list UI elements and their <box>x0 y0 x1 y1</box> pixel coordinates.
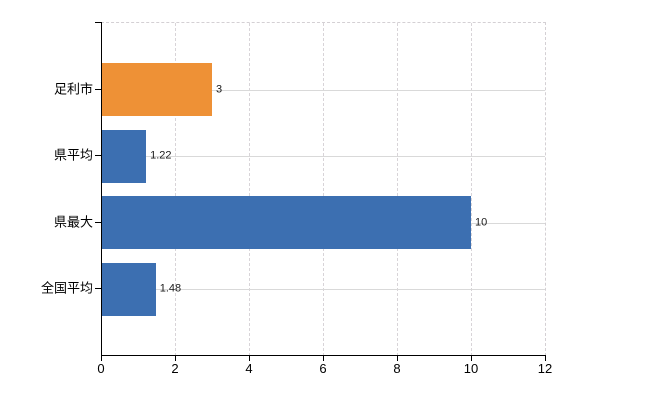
x-tick-label: 10 <box>463 361 479 376</box>
category-label: 県最大 <box>53 214 93 230</box>
y-tick <box>95 88 101 90</box>
x-tick <box>175 355 176 361</box>
h-gridline <box>101 289 545 291</box>
v-gridline <box>471 23 472 356</box>
bar-value-label: 3 <box>216 83 223 96</box>
v-gridline <box>323 23 324 356</box>
y-tick <box>95 22 101 23</box>
category-label: 全国平均 <box>40 280 93 296</box>
x-tick-label: 8 <box>393 361 401 376</box>
bar <box>101 196 471 250</box>
x-tick-label: 0 <box>97 361 105 376</box>
x-tick <box>397 355 398 361</box>
category-label: 足利市 <box>53 81 93 97</box>
h-gridline <box>101 156 545 158</box>
bar <box>101 129 147 183</box>
bar <box>101 63 212 117</box>
bar-value-label: 1.48 <box>159 282 182 295</box>
x-tick-label: 6 <box>319 361 327 376</box>
x-tick <box>101 355 102 361</box>
x-tick <box>323 355 324 361</box>
category-label: 県平均 <box>53 147 93 163</box>
v-gridline <box>249 23 250 356</box>
x-tick <box>249 355 250 361</box>
y-tick <box>95 155 101 157</box>
x-tick-label: 4 <box>245 361 253 376</box>
h-gridline <box>101 89 545 91</box>
x-tick-label: 2 <box>171 361 179 376</box>
y-axis-line <box>101 22 102 356</box>
v-gridline <box>175 23 176 356</box>
v-gridline <box>397 23 398 356</box>
x-tick <box>471 355 472 361</box>
y-tick <box>95 288 101 290</box>
bar-value-label: 10 <box>475 216 488 229</box>
y-tick <box>95 221 101 223</box>
plot-area: 3 1.22 10 1.48 <box>101 22 546 356</box>
bar-value-label: 1.22 <box>150 149 172 162</box>
x-tick-label: 12 <box>537 361 553 376</box>
x-tick <box>545 355 546 361</box>
bar <box>101 262 156 316</box>
